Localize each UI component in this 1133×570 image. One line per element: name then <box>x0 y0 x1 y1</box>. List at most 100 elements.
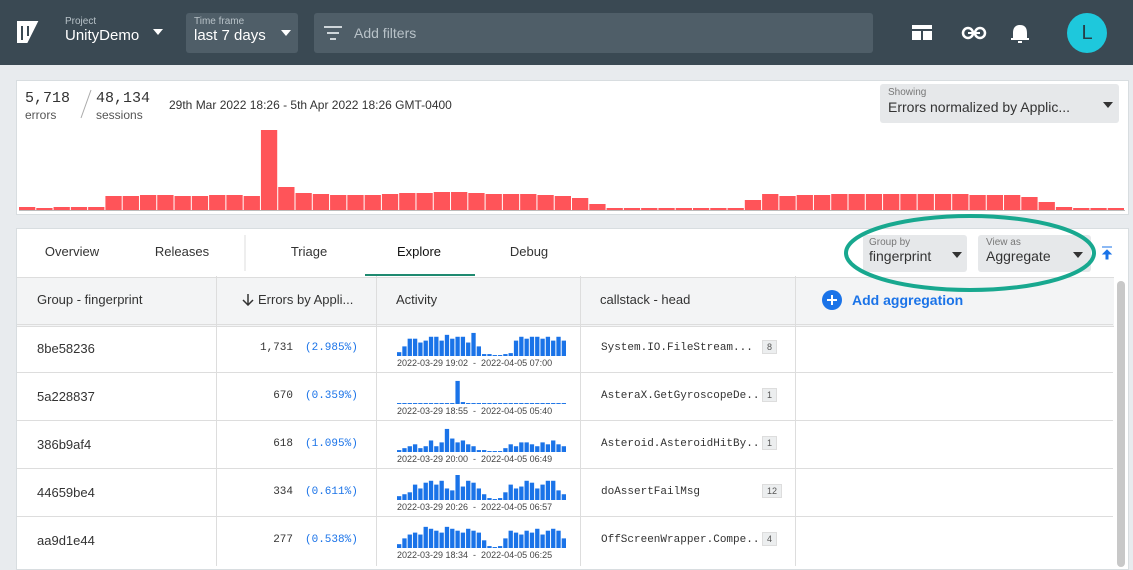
activity-bar <box>519 486 524 500</box>
tab[interactable]: Triage <box>290 244 328 259</box>
activity-bar <box>439 403 444 404</box>
explore-card: Group by fingerprint View as Aggregate <box>16 228 1129 570</box>
group-cell[interactable]: 386b9af4 <box>37 437 92 452</box>
count-cell: 1,731 <box>259 342 293 354</box>
activity-sparkline <box>397 332 566 356</box>
activity-bar <box>535 446 540 452</box>
column-header[interactable]: Group - fingerprint <box>37 292 143 307</box>
activity-bar <box>492 355 497 356</box>
activity-range: 2022-03-29 18:55 - 2022-04-05 05:40 <box>397 406 553 416</box>
activity-bar <box>466 342 471 356</box>
showing-label: Showing <box>888 87 927 98</box>
column-header[interactable]: Activity <box>396 292 438 307</box>
activity-bar <box>476 532 481 548</box>
histogram-bar <box>1004 195 1021 210</box>
histogram-bar <box>606 208 623 210</box>
histogram-bar <box>831 194 848 210</box>
activity-bar <box>508 353 513 356</box>
activity-sparkline <box>397 428 566 452</box>
histogram-bar <box>537 195 554 210</box>
tab[interactable]: Debug <box>509 244 549 259</box>
histogram-bar <box>710 208 727 210</box>
activity-bar <box>497 498 503 500</box>
activity-bar <box>503 492 508 500</box>
filter-icon <box>324 26 342 40</box>
top-bar: Project UnityDemo Time frame last 7 days… <box>0 0 1133 65</box>
group-by-select[interactable]: Group by fingerprint <box>863 235 967 272</box>
histogram-bar <box>1038 202 1055 210</box>
activity-bar <box>545 444 551 452</box>
activity-bar <box>418 403 423 404</box>
collapse-icon[interactable] <box>1101 246 1113 260</box>
histogram-bar <box>416 193 433 210</box>
activity-bar <box>476 488 481 500</box>
percent-cell: (0.611%) <box>305 486 358 498</box>
activity-sparkline <box>397 380 566 404</box>
histogram-bar <box>1090 208 1107 210</box>
activity-bar <box>492 451 497 452</box>
tab[interactable]: Explore <box>396 244 442 259</box>
activity-range: 2022-03-29 20:26 - 2022-04-05 06:57 <box>397 502 553 512</box>
activity-bar <box>503 448 508 452</box>
activity-bar <box>540 534 545 548</box>
table-header <box>17 277 1114 327</box>
activity-bar <box>407 338 412 356</box>
activity-bar <box>460 440 466 452</box>
activity-bar <box>551 403 556 404</box>
group-cell[interactable]: aa9d1e44 <box>37 533 95 548</box>
activity-bar <box>428 403 434 404</box>
activity-bar <box>402 346 407 356</box>
activity-bar <box>450 528 455 548</box>
activity-bar <box>561 403 566 404</box>
callstack-cell: AsteraX.GetGyroscopeDe... <box>601 390 767 402</box>
add-aggregation[interactable]: Add aggregation <box>852 292 964 308</box>
activity-bar <box>524 480 529 500</box>
active-tab-indicator <box>365 274 475 276</box>
activity-bar <box>466 528 471 548</box>
column-header[interactable]: Errors by Appli... <box>258 292 354 307</box>
histogram <box>19 130 1125 211</box>
histogram-bar <box>883 194 900 210</box>
histogram-bar <box>658 208 675 210</box>
tab[interactable]: Releases <box>154 244 210 259</box>
activity-bar <box>466 444 471 452</box>
tab[interactable]: Overview <box>44 244 100 259</box>
histogram-bar <box>589 204 606 210</box>
activity-bar <box>503 354 508 356</box>
histogram-bar <box>174 196 191 210</box>
activity-bar <box>434 403 439 404</box>
group-cell[interactable]: 8be58236 <box>37 341 95 356</box>
activity-bar <box>471 332 476 356</box>
histogram-bar <box>139 195 157 210</box>
activity-bar <box>397 450 402 452</box>
activity-bar <box>418 342 423 356</box>
group-by: fingerprint <box>869 248 932 264</box>
scrollbar[interactable] <box>1115 277 1127 569</box>
timeframe-select[interactable]: Time frame last 7 days <box>186 13 298 53</box>
activity-bar <box>556 530 561 548</box>
toolbar-icons[interactable] <box>910 22 1040 44</box>
add-icon[interactable] <box>822 290 842 310</box>
frame-count: 8 <box>762 340 778 354</box>
avatar[interactable]: L <box>1067 13 1107 53</box>
group-cell[interactable]: 44659be4 <box>37 485 95 500</box>
showing-select[interactable]: Showing Errors normalized by Applic... <box>880 84 1119 123</box>
activity-bar <box>423 526 428 548</box>
activity-sparkline <box>397 526 566 548</box>
group-cell[interactable]: 5a228837 <box>37 389 95 404</box>
filter-bar[interactable]: Add filters <box>314 13 873 53</box>
activity-bar <box>439 532 444 548</box>
histogram-bar <box>312 194 330 210</box>
activity-bar <box>561 340 566 356</box>
view-as-select[interactable]: View as Aggregate <box>978 235 1091 272</box>
filter-placeholder: Add filters <box>354 25 417 41</box>
activity-bar <box>428 440 434 452</box>
column-header[interactable]: callstack - head <box>600 292 691 307</box>
activity-bar <box>529 482 535 500</box>
histogram-bar <box>744 200 762 210</box>
showing-value: Errors normalized by Applic... <box>888 99 1071 115</box>
activity-bar <box>434 446 439 452</box>
project-select[interactable]: UnityDemo <box>65 27 140 44</box>
activity-bar <box>407 446 412 452</box>
